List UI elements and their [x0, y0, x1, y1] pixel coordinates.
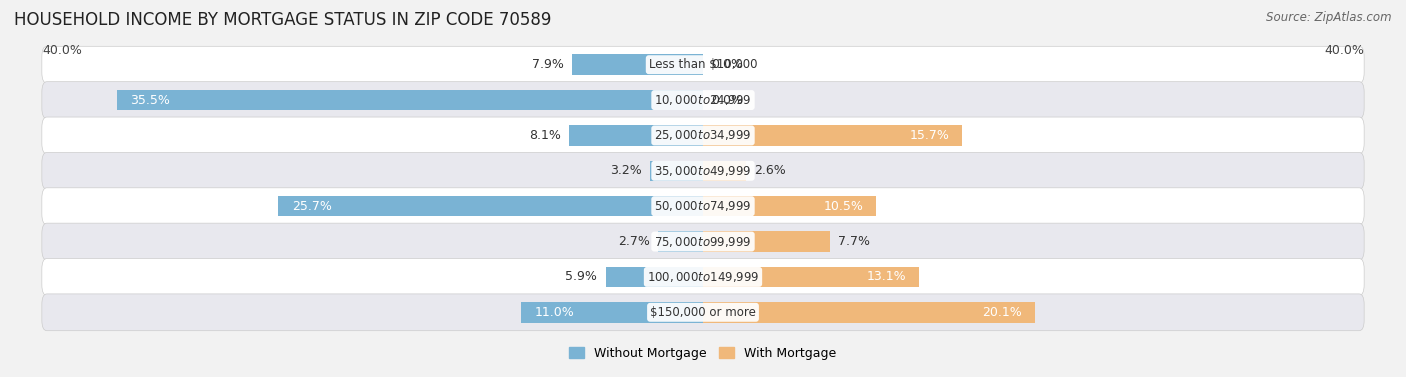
Bar: [703, 161, 747, 181]
Text: 40.0%: 40.0%: [1324, 44, 1364, 57]
Bar: [650, 161, 703, 181]
FancyBboxPatch shape: [42, 152, 1364, 189]
Text: 2.7%: 2.7%: [619, 235, 650, 248]
Text: 13.1%: 13.1%: [866, 270, 907, 284]
Bar: [703, 196, 876, 216]
FancyBboxPatch shape: [42, 259, 1364, 295]
Text: $150,000 or more: $150,000 or more: [650, 306, 756, 319]
Text: Source: ZipAtlas.com: Source: ZipAtlas.com: [1267, 11, 1392, 24]
Text: 0.0%: 0.0%: [711, 93, 744, 107]
FancyBboxPatch shape: [42, 46, 1364, 83]
Text: 8.1%: 8.1%: [529, 129, 561, 142]
FancyBboxPatch shape: [42, 188, 1364, 225]
Text: 3.2%: 3.2%: [610, 164, 643, 177]
Text: 40.0%: 40.0%: [42, 44, 82, 57]
FancyBboxPatch shape: [42, 223, 1364, 260]
Text: 11.0%: 11.0%: [534, 306, 574, 319]
Legend: Without Mortgage, With Mortgage: Without Mortgage, With Mortgage: [569, 347, 837, 360]
Text: $100,000 to $149,999: $100,000 to $149,999: [647, 270, 759, 284]
Text: $75,000 to $99,999: $75,000 to $99,999: [654, 234, 752, 248]
FancyBboxPatch shape: [42, 117, 1364, 154]
Text: $10,000 to $24,999: $10,000 to $24,999: [654, 93, 752, 107]
Bar: [569, 125, 703, 146]
Bar: [522, 302, 703, 323]
FancyBboxPatch shape: [42, 82, 1364, 118]
Text: 20.1%: 20.1%: [983, 306, 1022, 319]
Text: $35,000 to $49,999: $35,000 to $49,999: [654, 164, 752, 178]
Bar: [117, 90, 703, 110]
Text: $25,000 to $34,999: $25,000 to $34,999: [654, 129, 752, 143]
FancyBboxPatch shape: [42, 294, 1364, 331]
Bar: [703, 267, 920, 287]
Bar: [703, 125, 962, 146]
Text: Less than $10,000: Less than $10,000: [648, 58, 758, 71]
Text: 35.5%: 35.5%: [129, 93, 170, 107]
Text: 25.7%: 25.7%: [291, 200, 332, 213]
Text: 7.9%: 7.9%: [533, 58, 564, 71]
Text: 5.9%: 5.9%: [565, 270, 598, 284]
Text: 0.0%: 0.0%: [711, 58, 744, 71]
Bar: [606, 267, 703, 287]
Bar: [278, 196, 703, 216]
Text: 15.7%: 15.7%: [910, 129, 949, 142]
Bar: [572, 54, 703, 75]
Text: 2.6%: 2.6%: [754, 164, 786, 177]
Bar: [703, 302, 1035, 323]
Text: 10.5%: 10.5%: [824, 200, 863, 213]
Bar: [703, 231, 830, 252]
Text: HOUSEHOLD INCOME BY MORTGAGE STATUS IN ZIP CODE 70589: HOUSEHOLD INCOME BY MORTGAGE STATUS IN Z…: [14, 11, 551, 29]
Text: $50,000 to $74,999: $50,000 to $74,999: [654, 199, 752, 213]
Text: 7.7%: 7.7%: [838, 235, 870, 248]
Bar: [658, 231, 703, 252]
